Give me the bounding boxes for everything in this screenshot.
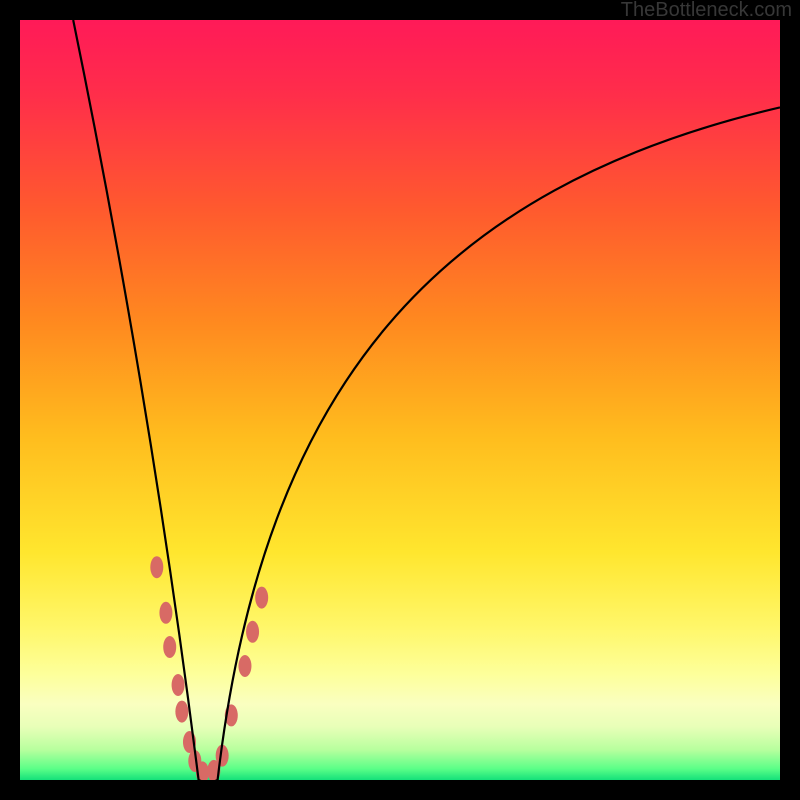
plot-background: [20, 20, 780, 780]
bottleneck-chart: TheBottleneck.com: [0, 0, 800, 800]
data-marker: [246, 621, 259, 643]
data-marker: [175, 701, 188, 723]
watermark-text: TheBottleneck.com: [621, 0, 792, 21]
data-marker: [255, 587, 268, 609]
data-marker: [238, 655, 251, 677]
data-marker: [172, 674, 185, 696]
chart-container: TheBottleneck.com: [0, 0, 800, 800]
data-marker: [150, 556, 163, 578]
data-marker: [163, 636, 176, 658]
data-marker: [159, 602, 172, 624]
